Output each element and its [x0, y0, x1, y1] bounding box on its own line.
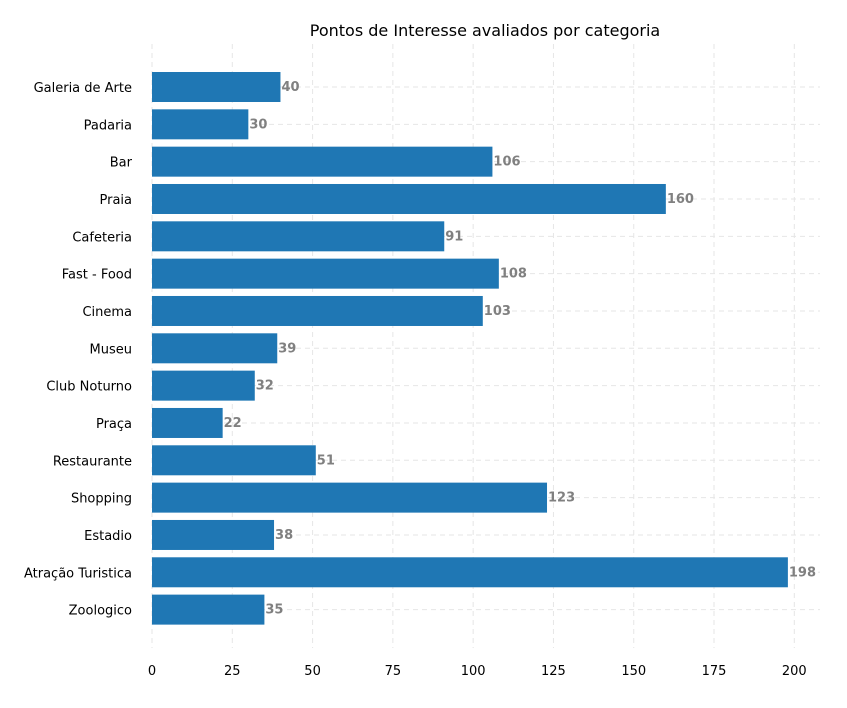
- category-label: Bar: [110, 156, 133, 171]
- bar: [152, 221, 445, 252]
- category-label: Galeria de Arte: [34, 81, 132, 96]
- category-label: Museu: [90, 342, 132, 357]
- value-label: 32: [256, 379, 274, 394]
- value-label: 38: [275, 528, 293, 543]
- bar: [152, 557, 788, 588]
- value-label: 123: [548, 491, 575, 506]
- value-label: 91: [445, 229, 463, 244]
- bar: [152, 594, 265, 625]
- bar: [152, 109, 249, 140]
- bars: [152, 72, 788, 625]
- value-label: 106: [493, 155, 520, 170]
- bar: [152, 482, 548, 513]
- category-label: Fast - Food: [62, 268, 132, 283]
- category-label: Cinema: [82, 305, 132, 320]
- x-tick-label: 150: [621, 664, 646, 679]
- category-label: Atração Turistica: [24, 566, 132, 581]
- value-label: 103: [484, 304, 511, 319]
- x-tick-label: 200: [782, 664, 807, 679]
- x-tick-label: 75: [385, 664, 402, 679]
- x-tick-label: 175: [702, 664, 727, 679]
- category-label: Praia: [100, 193, 133, 208]
- x-tick-label: 100: [461, 664, 486, 679]
- x-tick-label: 50: [304, 664, 321, 679]
- value-label: 40: [281, 80, 299, 95]
- bar: [152, 407, 223, 438]
- bar: [152, 258, 499, 289]
- value-label: 22: [224, 416, 242, 431]
- bar: [152, 370, 255, 401]
- x-axis-ticks: 0 25 50 75 100 125 150 175 200: [148, 664, 807, 679]
- bar: [152, 72, 281, 102]
- category-labels: Galeria de Arte Padaria Bar Praia Cafeteria F…: [24, 81, 133, 619]
- value-label: 39: [278, 341, 296, 356]
- value-label: 198: [789, 565, 816, 580]
- bar: [152, 445, 316, 476]
- value-label: 51: [317, 453, 335, 468]
- category-label: Club Noturno: [46, 380, 132, 395]
- value-label: 30: [249, 117, 267, 132]
- category-label: Restaurante: [53, 454, 132, 469]
- value-labels: 40 30 106 160 91 108 103 39 32 22 51 123 38 198 35: [224, 80, 816, 618]
- value-label: 35: [265, 603, 283, 618]
- bar: [152, 519, 275, 550]
- x-tick-label: 125: [541, 664, 566, 679]
- x-tick-label: 25: [224, 664, 241, 679]
- chart-title: Pontos de Interesse avaliados por catego…: [310, 21, 660, 40]
- value-label: 160: [667, 192, 694, 207]
- category-label: Padaria: [84, 118, 132, 133]
- bar: [152, 333, 278, 364]
- x-tick-label: 0: [148, 664, 156, 679]
- category-label: Zoologico: [69, 604, 132, 619]
- category-label: Praça: [96, 417, 132, 432]
- category-label: Shopping: [71, 492, 132, 507]
- value-label: 108: [500, 267, 527, 282]
- category-label: Cafeteria: [72, 230, 132, 245]
- category-label: Estadio: [84, 529, 132, 544]
- bar: [152, 183, 666, 214]
- bar: [152, 295, 483, 326]
- bar: [152, 146, 493, 177]
